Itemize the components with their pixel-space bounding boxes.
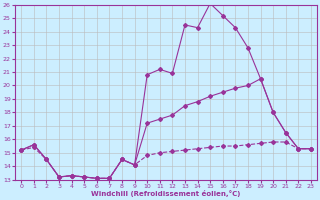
X-axis label: Windchill (Refroidissement éolien,°C): Windchill (Refroidissement éolien,°C) [92, 190, 241, 197]
